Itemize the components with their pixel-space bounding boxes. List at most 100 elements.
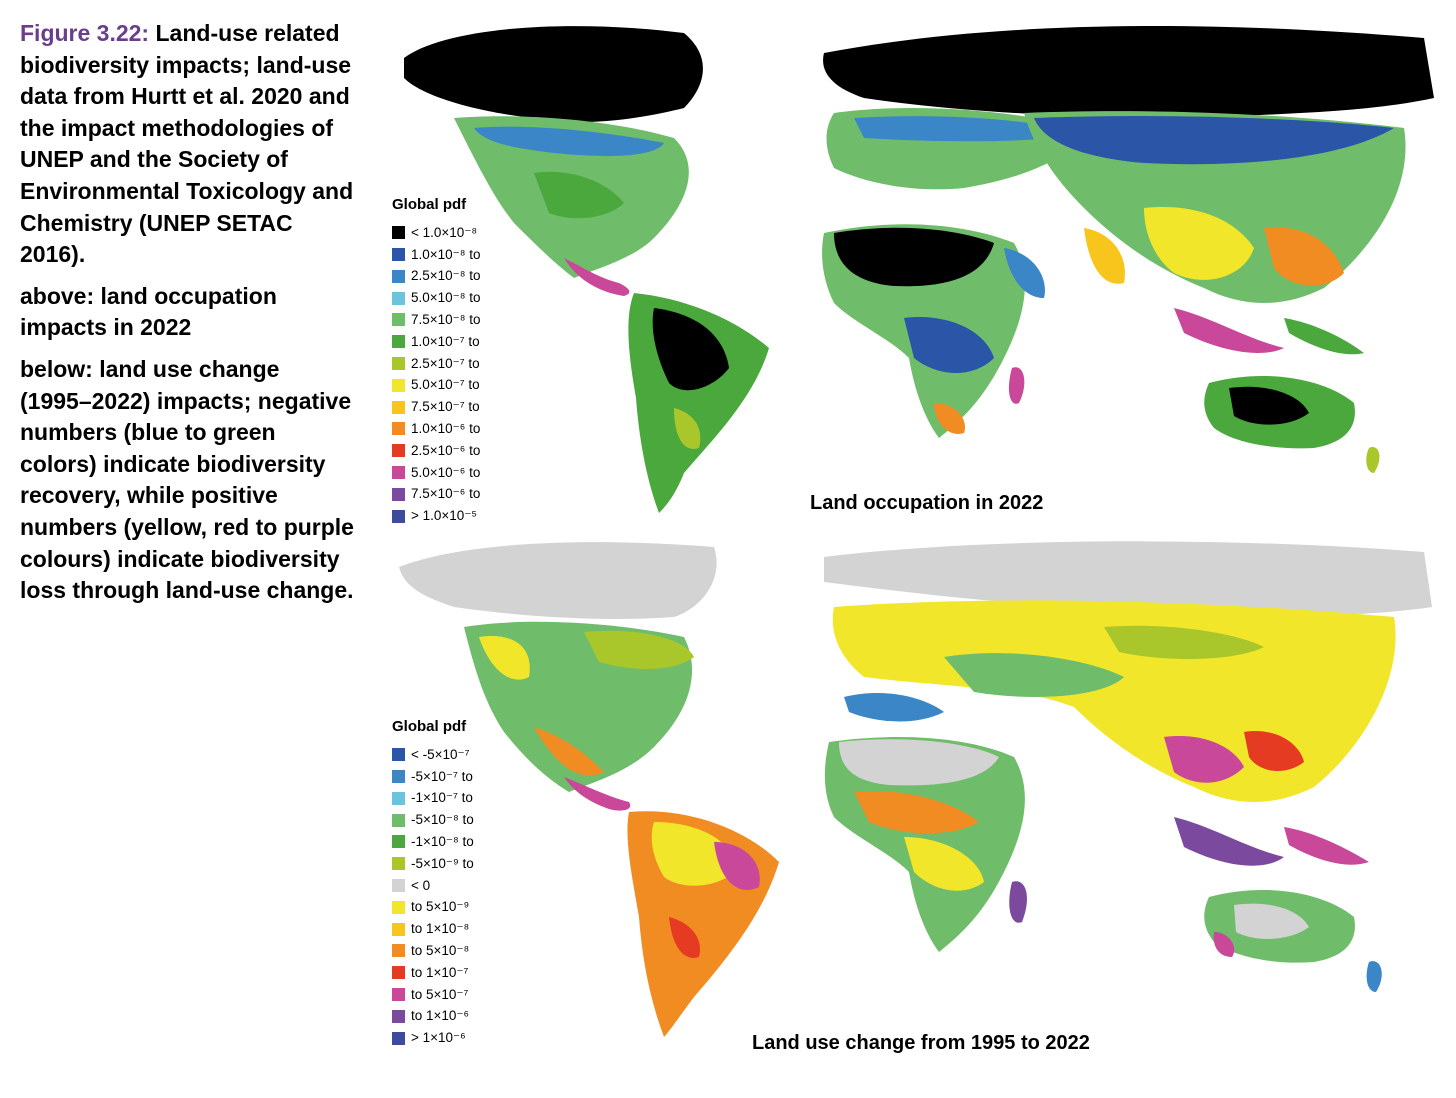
legend-label: < 0 xyxy=(411,877,431,893)
legend-label: to 1×10⁻⁶ xyxy=(411,1008,470,1024)
legend-swatch xyxy=(392,944,405,958)
legend-item: > 1.0×10⁻⁵ xyxy=(392,505,481,527)
legend-label: 7.5×10⁻⁸ to xyxy=(411,311,481,327)
land-use-change-map-title: Land use change from 1995 to 2022 xyxy=(752,1032,1090,1054)
legend-item: < 0 xyxy=(392,875,474,897)
legend-label: 2.5×10⁻⁸ to xyxy=(411,268,481,284)
legend-item: 7.5×10⁻⁸ to xyxy=(392,309,481,331)
legend-swatch xyxy=(392,813,405,827)
legend-label: -5×10⁻⁷ to xyxy=(411,768,473,784)
legend-item: 2.5×10⁻⁶ to xyxy=(392,440,481,462)
legend-title: Global pdf xyxy=(392,196,467,213)
legend-list: < 1.0×10⁻⁸ 1.0×10⁻⁸ to 2.5×10⁻⁸ to 5.0×10⁻⁸… xyxy=(392,222,481,527)
legend-label: 7.5×10⁻⁶ to xyxy=(411,486,481,502)
land-occupation-map-graphic xyxy=(404,25,1434,513)
legend-label: 5.0×10⁻⁷ to xyxy=(411,377,480,393)
legend-item: -5×10⁻⁹ to xyxy=(392,853,474,875)
legend-item: to 1×10⁻⁶ xyxy=(392,1005,474,1027)
legend-label: -1×10⁻⁸ to xyxy=(411,833,474,849)
legend-label: to 1×10⁻⁷ xyxy=(411,964,469,980)
legend-swatch xyxy=(392,291,405,305)
caption-main: Figure 3.22: Land-use related biodiversi… xyxy=(20,18,355,271)
legend-swatch xyxy=(392,400,405,414)
legend-label: > 1×10⁻⁶ xyxy=(411,1030,466,1046)
legend-label: 1.0×10⁻⁸ to xyxy=(411,246,481,262)
legend-swatch xyxy=(392,769,405,783)
legend-swatch xyxy=(392,791,405,805)
land-occupation-legend: Global pdf < 1.0×10⁻⁸ 1.0×10⁻⁸ to 2.5×10⁻⁸… xyxy=(392,194,481,527)
legend-swatch xyxy=(392,335,405,349)
legend-swatch xyxy=(392,444,405,458)
legend-swatch xyxy=(392,878,405,892)
legend-label: < -5×10⁻⁷ xyxy=(411,746,470,762)
legend-label: to 5×10⁻⁸ xyxy=(411,942,470,958)
legend-label: 1.0×10⁻⁶ to xyxy=(411,420,481,436)
legend-swatch xyxy=(392,422,405,436)
legend-list: < -5×10⁻⁷ -5×10⁻⁷ to -1×10⁻⁷ to -5×10⁻⁸ to -… xyxy=(392,744,474,1049)
legend-swatch xyxy=(392,247,405,261)
legend-label: -1×10⁻⁷ to xyxy=(411,790,473,806)
legend-swatch xyxy=(392,1031,405,1045)
land-use-change-map-graphic xyxy=(399,541,1432,1037)
legend-item: 5.0×10⁻⁶ to xyxy=(392,462,481,484)
legend-item: -5×10⁻⁸ to xyxy=(392,809,474,831)
legend-swatch xyxy=(392,987,405,1001)
legend-item: to 1×10⁻⁸ xyxy=(392,918,474,940)
legend-item: -1×10⁻⁸ to xyxy=(392,831,474,853)
legend-item: 5.0×10⁻⁷ to xyxy=(392,374,481,396)
legend-item: 1.0×10⁻⁸ to xyxy=(392,244,481,266)
land-occupation-map xyxy=(384,18,1440,526)
legend-item: -5×10⁻⁷ to xyxy=(392,766,474,788)
legend-label: 2.5×10⁻⁷ to xyxy=(411,355,480,371)
legend-swatch xyxy=(392,356,405,370)
legend-item: 7.5×10⁻⁶ to xyxy=(392,483,481,505)
legend-swatch xyxy=(392,835,405,849)
land-occupation-map-title: Land occupation in 2022 xyxy=(810,492,1044,514)
caption-main-text: Land-use related biodiversity impacts; l… xyxy=(20,20,354,268)
legend-label: to 1×10⁻⁸ xyxy=(411,921,470,937)
legend-swatch xyxy=(392,487,405,501)
legend-swatch xyxy=(392,465,405,479)
legend-swatch xyxy=(392,509,405,523)
legend-item: to 5×10⁻⁸ xyxy=(392,940,474,962)
legend-item: 2.5×10⁻⁷ to xyxy=(392,353,481,375)
legend-label: 2.5×10⁻⁶ to xyxy=(411,442,481,458)
figure-caption: Figure 3.22: Land-use related biodiversi… xyxy=(20,18,355,617)
legend-label: > 1.0×10⁻⁵ xyxy=(411,508,478,524)
legend-label: to 5×10⁻⁷ xyxy=(411,986,469,1002)
legend-item: < 1.0×10⁻⁸ xyxy=(392,222,481,244)
legend-label: 5.0×10⁻⁸ to xyxy=(411,290,481,306)
legend-swatch xyxy=(392,900,405,914)
legend-label: 5.0×10⁻⁶ to xyxy=(411,464,481,480)
land-use-change-map xyxy=(384,537,1440,1057)
legend-swatch xyxy=(392,748,405,762)
caption-above: above: land occupation impacts in 2022 xyxy=(20,282,277,341)
legend-item: 2.5×10⁻⁸ to xyxy=(392,265,481,287)
legend-swatch xyxy=(392,922,405,936)
legend-item: < -5×10⁻⁷ xyxy=(392,744,474,766)
legend-swatch xyxy=(392,269,405,283)
legend-label: -5×10⁻⁹ to xyxy=(411,855,474,871)
legend-swatch xyxy=(392,966,405,980)
legend-item: to 5×10⁻⁹ xyxy=(392,896,474,918)
legend-item: -1×10⁻⁷ to xyxy=(392,787,474,809)
land-use-change-legend: Global pdf < -5×10⁻⁷ -5×10⁻⁷ to -1×10⁻⁷ to… xyxy=(392,716,474,1049)
legend-swatch xyxy=(392,1009,405,1023)
legend-swatch xyxy=(392,313,405,327)
legend-swatch xyxy=(392,378,405,392)
legend-label: < 1.0×10⁻⁸ xyxy=(411,224,478,240)
legend-title: Global pdf xyxy=(392,718,467,735)
legend-label: -5×10⁻⁸ to xyxy=(411,812,474,828)
legend-swatch xyxy=(392,857,405,871)
legend-item: 5.0×10⁻⁸ to xyxy=(392,287,481,309)
caption-below: below: land use change (1995–2022) impac… xyxy=(20,355,354,604)
legend-item: 7.5×10⁻⁷ to xyxy=(392,396,481,418)
legend-label: 7.5×10⁻⁷ to xyxy=(411,399,480,415)
figure-label: Figure 3.22: xyxy=(20,20,150,46)
legend-item: > 1×10⁻⁶ xyxy=(392,1027,474,1049)
legend-label: 1.0×10⁻⁷ to xyxy=(411,333,480,349)
legend-item: to 5×10⁻⁷ xyxy=(392,984,474,1006)
legend-swatch xyxy=(392,226,405,240)
legend-label: to 5×10⁻⁹ xyxy=(411,899,470,915)
legend-item: 1.0×10⁻⁷ to xyxy=(392,331,481,353)
